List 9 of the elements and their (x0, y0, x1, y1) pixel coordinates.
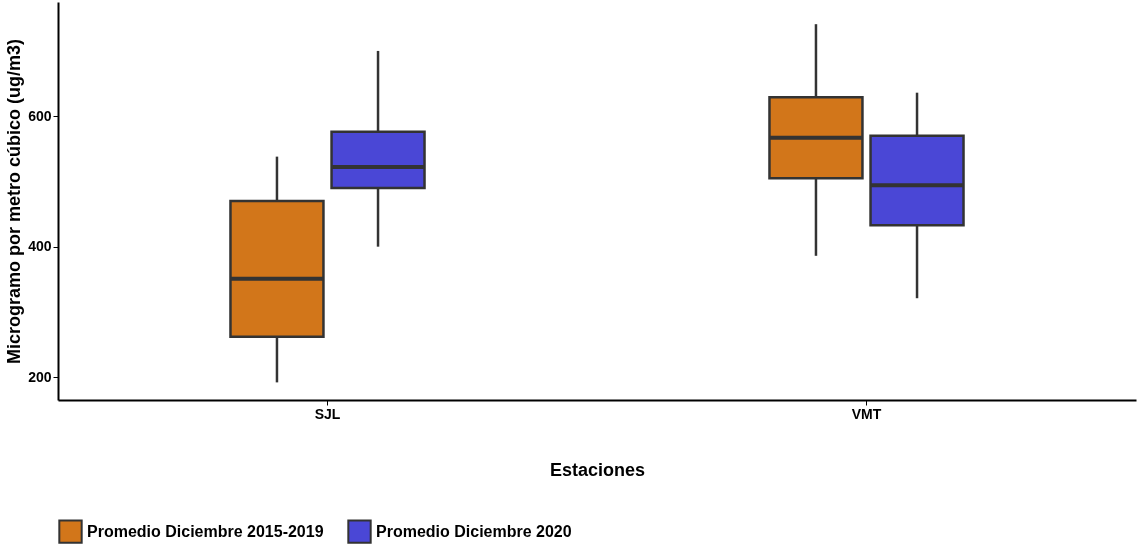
y-tick-label: 200 (28, 368, 52, 385)
x-axis-title: Estaciones (549, 459, 646, 480)
y-tick-label: 400 (28, 238, 52, 255)
legend-label: Promedio Diciembre 2020 (376, 522, 572, 540)
y-axis-title: Microgramo por metro cúbico (ug/m3) (4, 38, 25, 365)
legend-label: Promedio Diciembre 2015-2019 (87, 522, 324, 540)
x-tick-label: SJL (314, 405, 341, 422)
x-tick-label: VMT (851, 405, 882, 422)
y-tick-label: 600 (28, 107, 52, 124)
